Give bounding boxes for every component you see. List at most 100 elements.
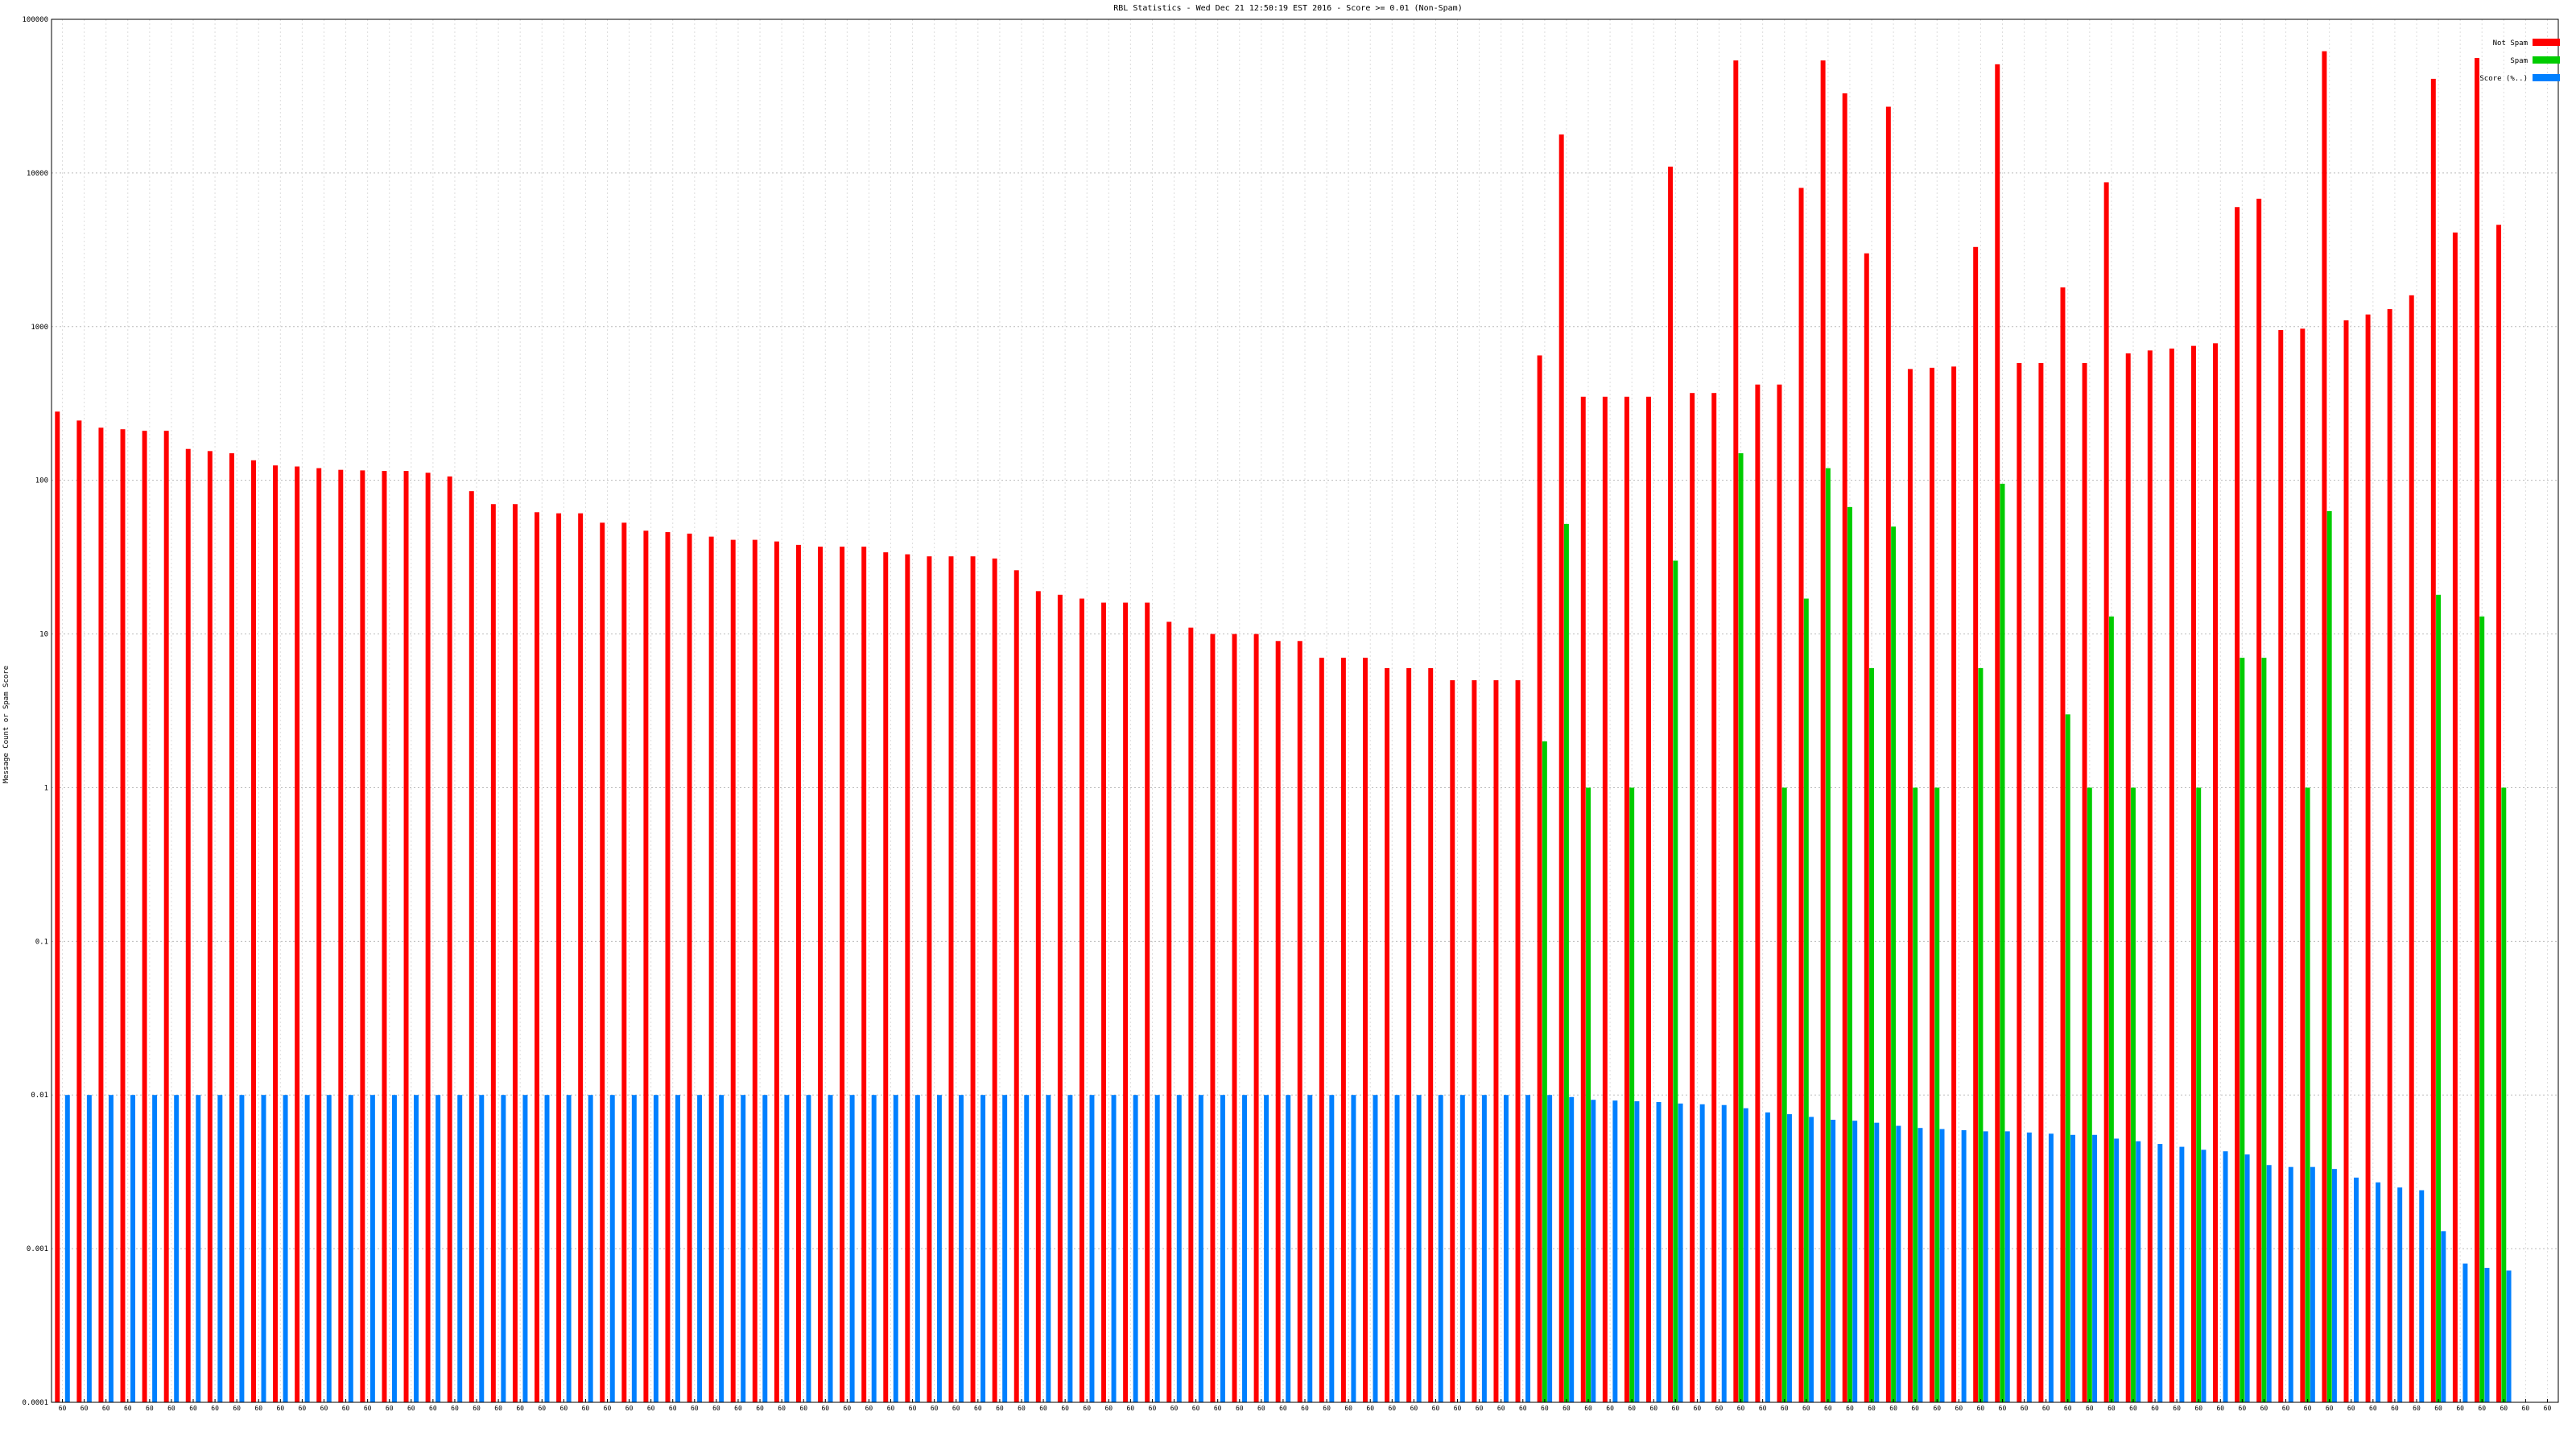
bar-not-spam-105 — [2343, 320, 2349, 1403]
axes: 0.0001 0.001 0.01 0.1 1 10 100 1000 10000 100000 — [22, 16, 2559, 1407]
bar-not-spam-55 — [1253, 634, 1259, 1402]
bar-spam-109 — [2436, 594, 2442, 1402]
x-tick-label: 60 — [146, 1405, 154, 1412]
x-tick-label: 60 — [691, 1405, 699, 1412]
bar-spam-69 — [1563, 523, 1569, 1403]
bar-not-spam-110 — [2452, 232, 2458, 1402]
x-tick-label: 60 — [2522, 1405, 2530, 1412]
x-tick-label: 60 — [1781, 1405, 1789, 1412]
legend: Not Spam Spam Score (%..) — [2479, 39, 2560, 83]
bar-score--109 — [2441, 1231, 2446, 1402]
bar-not-spam-49 — [1123, 602, 1129, 1402]
x-tick-label: 60 — [887, 1405, 895, 1412]
bar-score--86 — [1939, 1129, 1945, 1402]
x-tick-label: 60 — [974, 1405, 982, 1412]
bar-score--36 — [849, 1095, 855, 1402]
bar-score--3 — [130, 1095, 136, 1402]
x-tick-label: 60 — [386, 1405, 394, 1412]
bar-score--64 — [1459, 1095, 1465, 1402]
bar-score--24 — [588, 1095, 593, 1402]
bar-not-spam-93 — [2082, 362, 2087, 1402]
bar-score--57 — [1307, 1095, 1313, 1402]
bar-score--55 — [1264, 1095, 1269, 1402]
bar-spam-86 — [1934, 787, 1940, 1402]
bar-not-spam-86 — [1930, 367, 1934, 1402]
bar-not-spam-111 — [2474, 58, 2479, 1402]
bar-not-spam-22 — [535, 512, 539, 1402]
x-tick-label: 60 — [2064, 1405, 2072, 1412]
y-tick-label: 10 — [39, 631, 48, 639]
x-tick-label: 60 — [2434, 1405, 2442, 1412]
bar-score--85 — [1918, 1128, 1923, 1402]
bar-not-spam-50 — [1145, 602, 1150, 1402]
bar-not-spam-25 — [600, 522, 605, 1402]
x-tick-label: 60 — [1737, 1405, 1745, 1412]
bar-score--52 — [1198, 1095, 1203, 1402]
x-tick-label: 60 — [451, 1405, 459, 1412]
bar-spam-72 — [1629, 787, 1635, 1402]
x-tick-label: 60 — [821, 1405, 829, 1412]
x-tick-label: 60 — [2282, 1405, 2290, 1412]
bar-score--66 — [1503, 1095, 1509, 1402]
bar-not-spam-17 — [425, 473, 431, 1402]
bar-spam-98 — [2196, 787, 2202, 1402]
bar-spam-89 — [2000, 483, 2005, 1403]
bar-score--22 — [544, 1095, 550, 1402]
bar-score--20 — [501, 1095, 506, 1402]
x-tick-label: 60 — [625, 1405, 634, 1412]
bar-score--105 — [2354, 1177, 2359, 1402]
x-tick-label: 60 — [2194, 1405, 2202, 1412]
x-tick-label: 60 — [102, 1405, 110, 1412]
x-tick-label: 60 — [342, 1405, 350, 1412]
bar-score--5 — [174, 1095, 180, 1402]
bar-spam-77 — [1738, 453, 1744, 1403]
x-tick-label: 60 — [473, 1405, 481, 1412]
x-tick-label: 60 — [407, 1405, 415, 1412]
bar-not-spam-94 — [2103, 182, 2109, 1403]
x-tick-label: 60 — [1432, 1405, 1440, 1412]
x-tick-label: 60 — [1933, 1405, 1941, 1412]
bar-not-spam-78 — [1755, 384, 1761, 1402]
bar-not-spam-103 — [2300, 328, 2306, 1402]
x-tick-label: 60 — [756, 1405, 764, 1412]
x-tick-label: 60 — [909, 1405, 917, 1412]
x-tick-label: 60 — [2456, 1405, 2464, 1412]
bar-score--95 — [2136, 1141, 2141, 1402]
legend-label: Spam — [2510, 57, 2528, 65]
bar-not-spam-23 — [556, 513, 562, 1403]
x-tick-label: 60 — [494, 1405, 502, 1412]
x-tick-label: 60 — [669, 1405, 677, 1412]
bar-not-spam-5 — [163, 431, 169, 1402]
bar-not-spam-112 — [2496, 225, 2502, 1403]
bar-not-spam-51 — [1166, 621, 1172, 1402]
bar-not-spam-92 — [2060, 287, 2066, 1403]
x-tick-label: 60 — [1759, 1405, 1767, 1412]
x-tick-label: 60 — [1476, 1405, 1484, 1412]
y-tick-label: 1 — [44, 784, 48, 792]
bar-score--39 — [914, 1095, 920, 1402]
bar-not-spam-87 — [1951, 366, 1957, 1403]
bar-not-spam-102 — [2278, 330, 2284, 1403]
bar-not-spam-44 — [1013, 570, 1019, 1402]
bar-score--43 — [1002, 1095, 1008, 1402]
bar-spam-100 — [2240, 658, 2245, 1402]
bar-score--12 — [326, 1095, 332, 1402]
x-tick-label: 60 — [1257, 1405, 1265, 1412]
bar-not-spam-58 — [1319, 658, 1324, 1402]
y-tick-label: 0.0001 — [22, 1399, 48, 1407]
bar-score--0 — [64, 1095, 70, 1402]
bar-score--111 — [2484, 1267, 2490, 1402]
bar-score--6 — [196, 1095, 201, 1402]
bar-not-spam-91 — [2038, 362, 2044, 1402]
bar-not-spam-28 — [665, 532, 671, 1402]
bar-spam-81 — [1825, 468, 1831, 1403]
bar-score--61 — [1394, 1095, 1400, 1402]
bar-score--10 — [283, 1095, 288, 1402]
bar-score--106 — [2376, 1182, 2381, 1402]
bar-not-spam-66 — [1493, 680, 1499, 1402]
bar-not-spam-47 — [1079, 598, 1084, 1402]
bar-score--76 — [1721, 1104, 1727, 1402]
x-tick-label: 60 — [1541, 1405, 1549, 1412]
bar-score--94 — [2114, 1138, 2120, 1402]
bar-not-spam-81 — [1820, 60, 1826, 1403]
